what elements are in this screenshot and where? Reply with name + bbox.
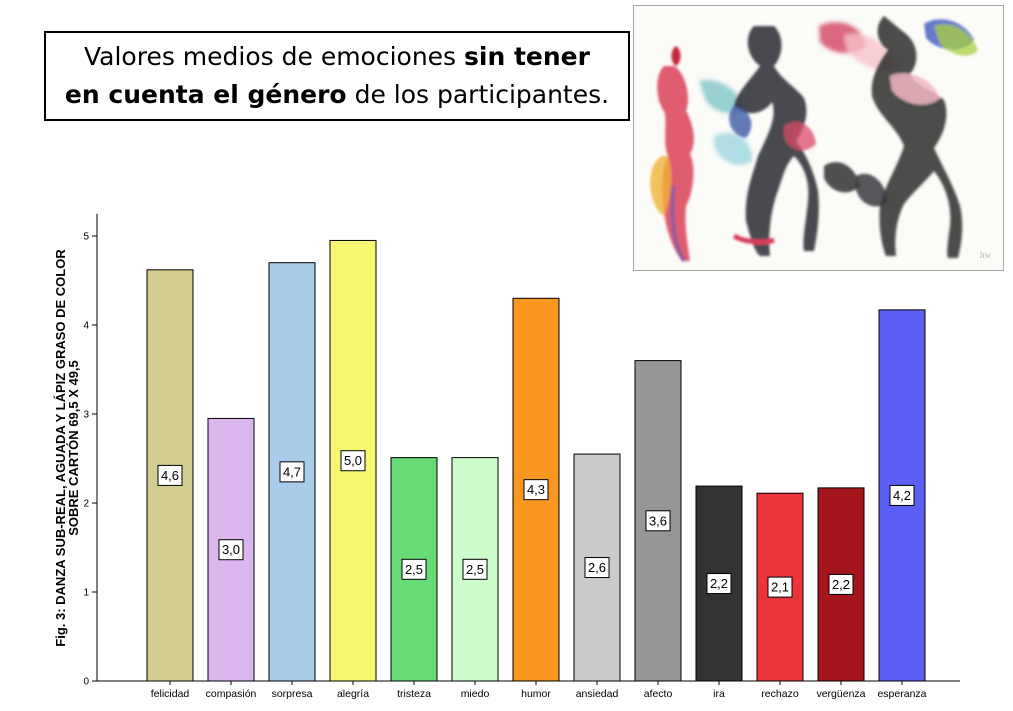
category-label: vergüenza <box>816 688 865 700</box>
data-label: 2,2 <box>710 576 728 591</box>
category-label: miedo <box>461 688 490 700</box>
title-bold-2: en cuenta el género <box>64 80 347 109</box>
y-axis-title-line-1: Fig. 3: DANZA SUB-REAL, AGUADA Y LÁPIZ G… <box>53 249 68 647</box>
data-label: 4,7 <box>283 464 301 479</box>
data-label-box <box>340 450 366 472</box>
data-label: 3,6 <box>649 513 667 528</box>
data-label: 2,2 <box>832 577 850 592</box>
y-tick-label: 2 <box>83 499 89 510</box>
data-label-box <box>889 484 915 506</box>
bar-series: 4,6 3,0 4,7 5,0 2,5 2,5 4,3 2,6 3,6 2,2 2,1 2,2 4,2 <box>146 239 926 682</box>
category-label: ira <box>713 688 725 700</box>
y-tick-label: 3 <box>83 410 89 421</box>
data-label-box <box>706 573 732 595</box>
category-label: alegría <box>337 688 369 700</box>
x-axis-labels: felicidad compasión sorpresa alegría tristez… <box>151 681 927 700</box>
data-label: 4,6 <box>161 468 179 483</box>
category-label: felicidad <box>151 688 190 700</box>
y-tick-label: 5 <box>83 232 89 243</box>
title-text-2: de los participantes. <box>346 80 610 109</box>
category-label: afecto <box>644 688 673 700</box>
data-label: 4,3 <box>527 482 545 497</box>
y-tick-label: 1 <box>83 588 89 599</box>
category-label: tristeza <box>397 688 431 700</box>
data-label-box <box>157 464 183 486</box>
data-label-box <box>401 558 427 580</box>
category-label: esperanza <box>877 688 926 700</box>
svg-text:hw: hw <box>980 250 992 260</box>
data-label: 5,0 <box>344 453 362 468</box>
data-label-box <box>767 576 793 598</box>
data-label: 2,6 <box>588 560 606 575</box>
category-label: compasión <box>206 688 257 700</box>
data-label-box <box>645 510 671 532</box>
category-label: ansiedad <box>576 688 619 700</box>
category-label: humor <box>521 688 551 700</box>
data-label: 2,5 <box>466 562 484 577</box>
title-text-1: Valores medios de emociones <box>84 42 465 71</box>
artwork-image: hw <box>633 5 1004 271</box>
data-label: 3,0 <box>222 542 240 557</box>
data-label: 2,1 <box>771 580 789 595</box>
data-label-box <box>523 479 549 501</box>
data-label-box <box>218 539 244 561</box>
category-label: rechazo <box>761 688 799 700</box>
slide-title: Valores medios de emociones sin tener en … <box>44 31 630 121</box>
category-label: sorpresa <box>272 688 313 700</box>
y-tick-label: 4 <box>83 321 89 332</box>
data-label-box <box>279 461 305 483</box>
data-label: 4,2 <box>893 488 911 503</box>
y-axis-title-line-2: SOBRE CARTÓN 69,5 X 49,5 <box>66 360 81 536</box>
data-label: 2,5 <box>405 562 423 577</box>
y-axis-ticks: 0 1 2 3 4 5 <box>83 232 97 688</box>
painting-icon: hw <box>634 6 1003 270</box>
data-label-box <box>462 558 488 580</box>
y-axis-title: Fig. 3: DANZA SUB-REAL, AGUADA Y LÁPIZ G… <box>53 249 81 647</box>
title-bold-1: sin tener <box>464 42 590 71</box>
data-label-box <box>828 573 854 595</box>
y-tick-label: 0 <box>83 677 89 688</box>
data-label-box <box>584 557 610 579</box>
